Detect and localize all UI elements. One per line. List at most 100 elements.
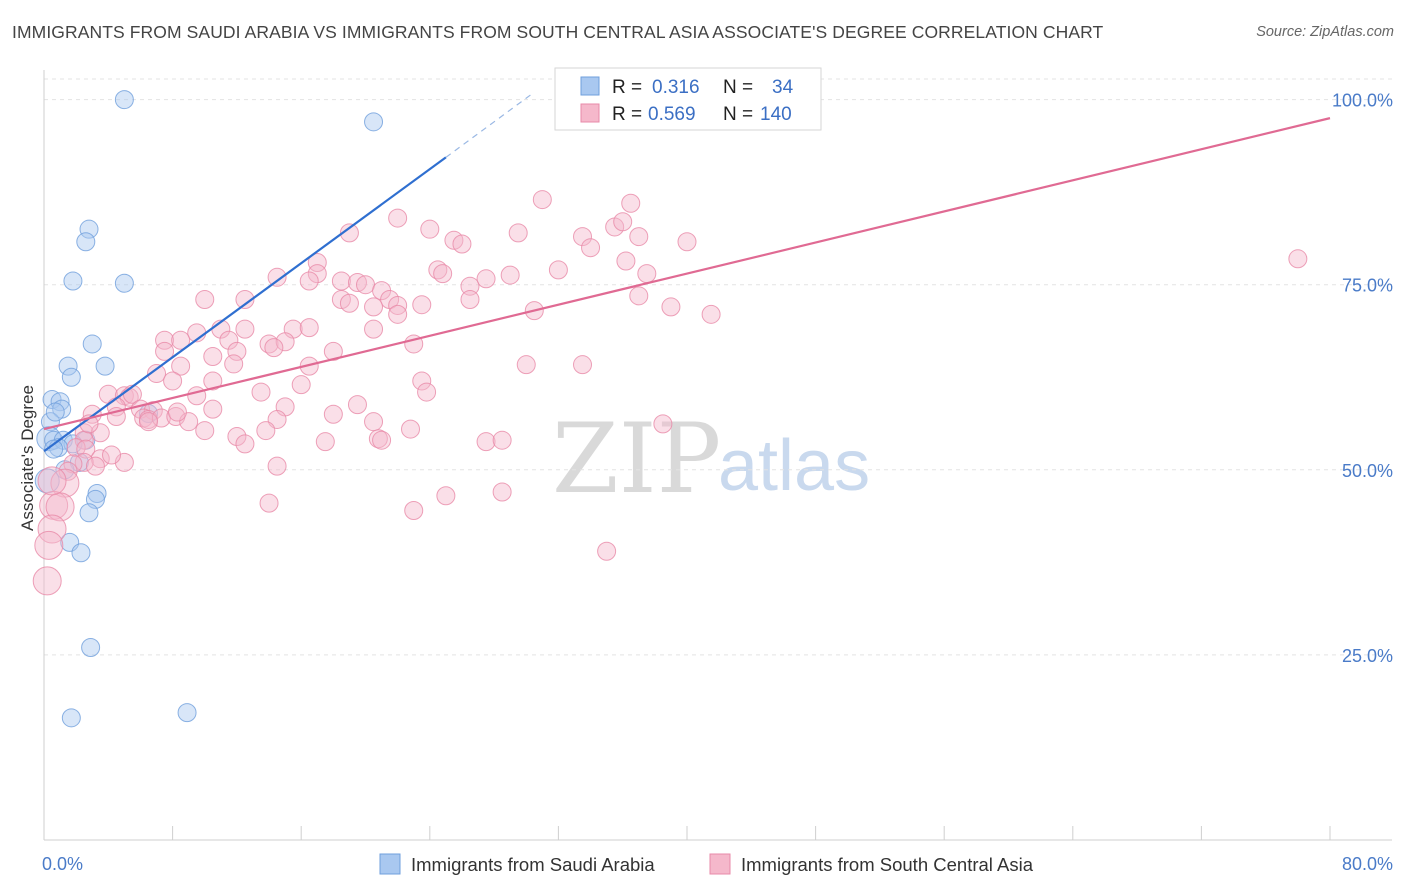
point-pink-25: [331, 271, 351, 291]
watermark-atlas: atlas: [718, 426, 870, 506]
point-pink-43: [388, 304, 408, 324]
legend-r-label-2: R =: [612, 104, 642, 125]
point-pink-37: [195, 290, 215, 310]
point-pink-83: [347, 395, 367, 415]
point-pink-16: [548, 260, 568, 280]
point-pink-91: [179, 412, 199, 432]
point-pink-102: [372, 430, 392, 450]
point-pink-10: [677, 232, 697, 252]
point-pink-61: [171, 356, 191, 376]
point-blue-6: [82, 334, 102, 354]
point-blue-8: [95, 356, 115, 376]
legend-box: R = 0.316 N = 34 R = 0.569 N = 140: [554, 67, 822, 131]
point-pink-14: [307, 253, 327, 272]
point-blue-25: [79, 503, 99, 523]
point-pink-98: [195, 421, 215, 441]
point-pink-124: [597, 541, 617, 561]
point-pink-101: [368, 429, 388, 449]
y-tick-label-1: 50.0%: [1342, 461, 1393, 481]
point-pink-106: [235, 434, 255, 454]
point-pink-5: [508, 223, 528, 243]
point-pink-0: [532, 190, 552, 210]
point-pink-128: [37, 466, 67, 496]
point-blue-4: [63, 271, 83, 291]
trend-line-blue: [43, 156, 447, 453]
point-pink-66: [147, 364, 167, 384]
point-blue-11: [50, 392, 70, 412]
point-pink-58: [227, 341, 247, 361]
point-pink-116: [58, 461, 78, 481]
point-pink-2: [388, 208, 408, 228]
point-pink-68: [203, 371, 223, 391]
point-pink-56: [323, 341, 343, 361]
point-blue-31: [177, 703, 197, 723]
watermark-zip: ZIP: [552, 403, 721, 515]
bottom-legend-swatch-pink: [709, 853, 731, 875]
legend-swatch-pink: [580, 103, 600, 123]
point-pink-104: [476, 432, 496, 452]
point-pink-8: [613, 212, 633, 232]
point-pink-40: [661, 297, 681, 317]
point-blue-3: [76, 232, 96, 252]
point-pink-51: [171, 330, 191, 350]
legend-r-value-1: 0.316: [652, 77, 700, 98]
point-pink-114: [267, 456, 287, 476]
point-pink-21: [637, 264, 657, 284]
bottom-legend-label-2: Immigrants from South Central Asia: [741, 854, 1034, 875]
point-blue-29: [81, 638, 101, 657]
legend-n-label-1: N =: [723, 77, 753, 98]
point-pink-84: [323, 404, 343, 424]
point-pink-44: [364, 319, 384, 339]
point-pink-9: [629, 227, 649, 247]
point-pink-20: [500, 265, 520, 285]
point-pink-59: [264, 338, 284, 358]
point-pink-22: [476, 269, 496, 289]
point-pink-32: [339, 293, 359, 313]
point-pink-62: [224, 354, 244, 374]
point-pink-121: [436, 486, 456, 506]
y-tick-label-2: 75.0%: [1342, 276, 1393, 296]
point-pink-69: [291, 375, 311, 395]
trend-extension-blue: [445, 91, 535, 158]
x-tick-label-1: 80.0%: [1342, 854, 1393, 874]
point-pink-19: [307, 264, 327, 284]
y-axis-label: Associate's Degree: [18, 385, 37, 531]
point-blue-30: [61, 708, 81, 728]
point-blue-10: [42, 389, 62, 409]
point-pink-24: [299, 271, 319, 291]
point-pink-126: [34, 530, 64, 560]
point-pink-77: [251, 382, 271, 402]
point-pink-123: [404, 501, 424, 521]
point-pink-15: [616, 251, 636, 271]
point-pink-52: [219, 330, 239, 350]
point-pink-41: [701, 304, 721, 324]
point-pink-127: [32, 566, 62, 596]
point-pink-27: [356, 275, 375, 295]
point-pink-76: [187, 386, 207, 406]
point-pink-35: [412, 295, 432, 315]
point-pink-57: [155, 341, 175, 361]
y-tick-label-0: 25.0%: [1342, 646, 1393, 666]
point-pink-103: [315, 432, 335, 452]
point-blue-0: [114, 90, 134, 110]
legend-swatch-blue: [580, 76, 600, 96]
point-pink-13: [581, 238, 601, 258]
chart-title: IMMIGRANTS FROM SAUDI ARABIA VS IMMIGRAN…: [12, 22, 1104, 42]
point-pink-33: [364, 297, 384, 317]
point-pink-70: [412, 371, 432, 391]
point-pink-132: [102, 445, 122, 465]
point-pink-120: [259, 493, 279, 513]
legend-n-value-1: 34: [772, 77, 794, 98]
point-pink-71: [417, 382, 437, 402]
point-pink-18: [433, 264, 453, 284]
point-pink-94: [653, 414, 673, 434]
trend-lines: [43, 91, 1331, 453]
point-pink-108: [66, 438, 86, 458]
axes: 25.0% 50.0% 75.0% 100.0% 0.0% 80.0%: [42, 70, 1393, 874]
point-blue-9: [61, 367, 81, 387]
point-pink-99: [256, 421, 276, 441]
point-pink-26: [347, 272, 367, 292]
point-pink-95: [138, 412, 158, 432]
bottom-legend-label-1: Immigrants from Saudi Arabia: [411, 854, 655, 875]
point-blue-20: [44, 439, 64, 459]
